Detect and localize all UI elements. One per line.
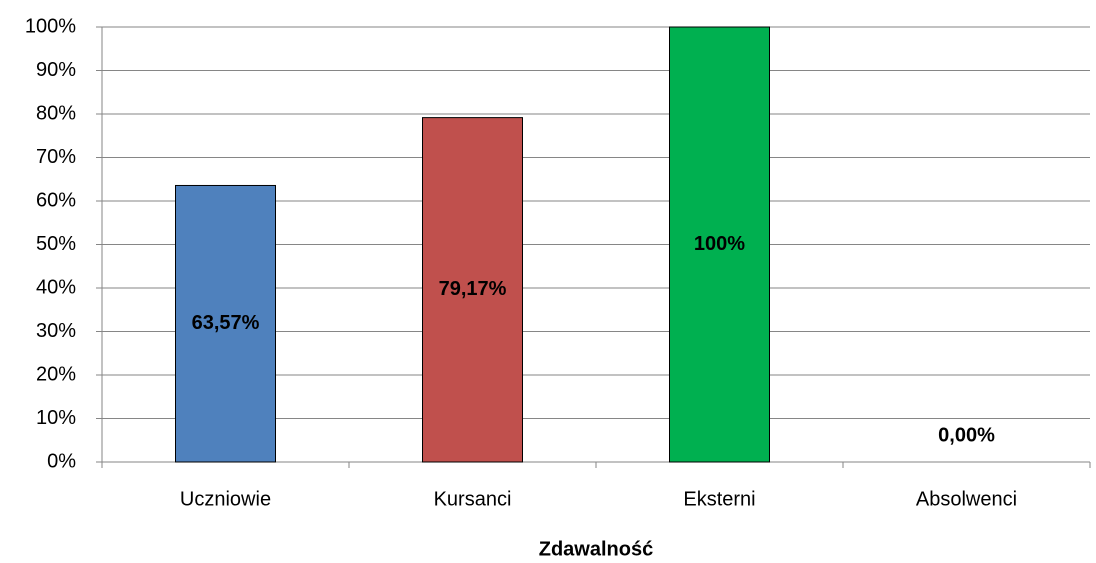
- y-tick-label: 70%: [36, 146, 76, 168]
- y-tick-label: 100%: [25, 15, 76, 37]
- y-tick-label: 20%: [36, 363, 76, 385]
- y-tick-label: 60%: [36, 189, 76, 211]
- x-tick-label: Absolwenci: [916, 488, 1017, 510]
- bar: [669, 26, 770, 463]
- y-tick-label: 10%: [36, 407, 76, 429]
- x-tick-label: Kursanci: [434, 488, 512, 510]
- y-tick-label: 0%: [47, 450, 76, 472]
- bar: [175, 184, 276, 463]
- y-tick-label: 40%: [36, 276, 76, 298]
- bar: [422, 117, 523, 463]
- y-tick-label: 50%: [36, 233, 76, 255]
- data-label: 100%: [694, 233, 745, 255]
- data-label: 63,57%: [192, 312, 260, 334]
- x-axis-title: Zdawalność: [539, 538, 653, 560]
- x-tick-label: Uczniowie: [180, 488, 271, 510]
- data-label: 0,00%: [938, 424, 995, 446]
- y-tick-label: 80%: [36, 102, 76, 124]
- data-label: 79,17%: [439, 278, 507, 300]
- x-tick-label: Eksterni: [683, 488, 755, 510]
- y-tick-label: 90%: [36, 59, 76, 81]
- y-tick-label: 30%: [36, 320, 76, 342]
